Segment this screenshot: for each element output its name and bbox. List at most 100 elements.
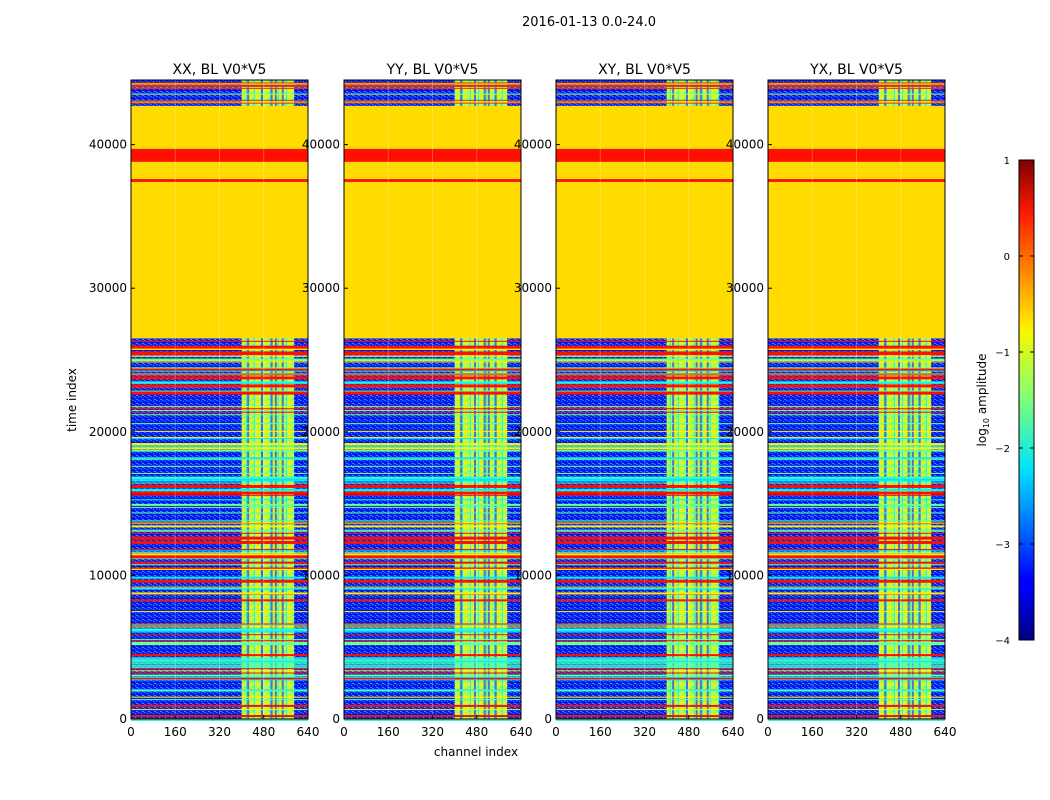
data-band: [556, 660, 733, 665]
data-band-red: [131, 579, 308, 583]
data-line: [131, 465, 308, 467]
data-band-red: [768, 391, 945, 395]
data-line: [556, 443, 733, 446]
data-line: [131, 552, 308, 554]
data-line-top: [768, 82, 945, 84]
data-line: [768, 640, 945, 642]
data-line: [556, 465, 733, 467]
data-line: [131, 588, 308, 590]
data-line: [768, 410, 945, 412]
data-line: [556, 354, 733, 356]
channel-line: [494, 80, 497, 719]
data-band: [768, 664, 945, 669]
channel-line: [483, 80, 486, 719]
data-line: [344, 520, 521, 522]
data-line: [344, 709, 521, 711]
panel-title: XX, BL V0*V5: [173, 62, 267, 78]
data-line: [556, 447, 733, 450]
data-line: [344, 408, 521, 410]
data-line: [344, 382, 521, 384]
data-line: [344, 482, 521, 484]
y-tick-label: 10000: [726, 568, 764, 582]
data-line: [344, 355, 521, 357]
data-line: [556, 599, 733, 602]
data-line: [131, 472, 308, 474]
data-line: [131, 423, 308, 425]
data-line: [768, 377, 945, 380]
data-line: [768, 672, 945, 674]
data-line: [768, 529, 945, 531]
data-line: [556, 368, 733, 371]
data-line: [131, 361, 308, 363]
data-line: [556, 638, 733, 640]
y-tick-label: 30000: [302, 281, 340, 295]
data-line: [344, 670, 521, 672]
data-line-top: [768, 102, 945, 104]
data-line: [344, 592, 521, 594]
data-line: [556, 523, 733, 525]
data-line: [131, 679, 308, 681]
colorbar-ticks: 1 0 −1 −2 −3 −4: [995, 156, 1034, 647]
data-line-top: [556, 99, 733, 101]
data-line-top: [344, 93, 521, 95]
data-line: [768, 381, 945, 383]
flagged-band: [344, 105, 521, 339]
data-line: [556, 411, 733, 413]
data-line: [344, 672, 521, 674]
data-line: [768, 382, 945, 384]
x-tick-label: 0: [552, 725, 560, 739]
data-band-red: [556, 555, 733, 559]
data-line: [344, 458, 521, 460]
data-line-top: [768, 99, 945, 101]
data-line-top: [556, 84, 733, 86]
data-line: [556, 414, 733, 416]
data-line-top: [768, 84, 945, 86]
data-line: [556, 370, 733, 372]
data-band-red: [768, 484, 945, 488]
data-line: [768, 525, 945, 528]
flagged-band: [131, 179, 308, 182]
data-band-red: [556, 579, 733, 583]
data-line: [344, 567, 521, 569]
y-tick-label: 0: [756, 712, 764, 726]
data-line: [556, 641, 733, 644]
data-line: [131, 377, 308, 380]
data-line: [344, 438, 521, 440]
data-line-top: [768, 93, 945, 95]
data-line: [131, 588, 308, 590]
data-line: [556, 423, 733, 425]
panel-1: XX, BL V0*V5 0 160 320 480 640 0 10000 20000 3000…: [89, 62, 320, 739]
data-line: [344, 503, 521, 506]
data-line: [131, 553, 308, 556]
data-line: [131, 368, 308, 371]
data-line-top: [768, 85, 945, 87]
data-line: [556, 406, 733, 408]
data-line: [344, 704, 521, 707]
data-line: [344, 588, 521, 590]
data-line: [768, 599, 945, 602]
data-line: [556, 430, 733, 432]
data-line: [131, 593, 308, 595]
data-line: [768, 443, 945, 446]
data-line: [131, 340, 308, 342]
x-tick-label: 640: [297, 725, 320, 739]
data-line: [344, 512, 521, 514]
data-line: [556, 696, 733, 698]
data-line: [344, 472, 521, 474]
colorbar-tick-label: −4: [995, 636, 1010, 647]
data-line: [768, 361, 945, 363]
channel-line: [706, 80, 709, 719]
data-line: [344, 626, 521, 628]
x-tick-label: 160: [377, 725, 400, 739]
data-line: [768, 447, 945, 450]
data-line: [768, 561, 945, 564]
data-line: [344, 491, 521, 494]
data-line: [556, 382, 733, 384]
data-line: [556, 506, 733, 508]
data-line-top: [131, 99, 308, 101]
data-line: [131, 674, 308, 677]
data-line: [344, 549, 521, 551]
colorbar-label-log: log: [975, 428, 989, 446]
data-line: [344, 679, 521, 681]
data-band-red: [768, 536, 945, 540]
